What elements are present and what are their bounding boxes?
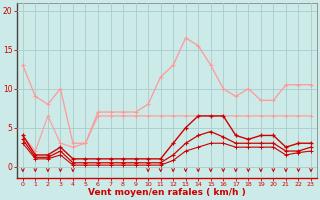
X-axis label: Vent moyen/en rafales ( km/h ): Vent moyen/en rafales ( km/h ) xyxy=(88,188,246,197)
